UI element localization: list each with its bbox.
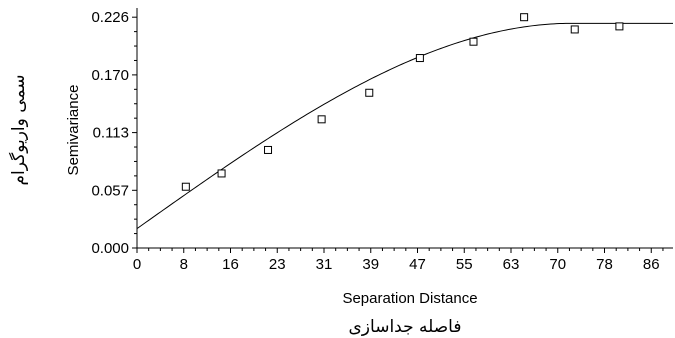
data-point	[217, 169, 226, 178]
x-tick-label: 86	[643, 256, 660, 273]
x-axis-title: Separation Distance	[342, 290, 477, 307]
x-tick-label: 78	[596, 256, 613, 273]
y-tick-label: 0.113	[93, 125, 129, 142]
data-point	[264, 145, 273, 154]
x-axis-title-fa: فاصله جداسازی	[349, 317, 462, 337]
y-tick-label: 0.000	[91, 240, 129, 257]
x-axis: 0 8 16 23 31 39 47 55 63 70 78 86	[133, 247, 673, 273]
data-point	[570, 25, 579, 34]
data-point	[181, 182, 190, 191]
y-axis: 0.000 0.057 0.113 0.170 0.226	[91, 8, 138, 257]
x-tick-label: 8	[180, 256, 188, 273]
data-point	[317, 115, 326, 124]
y-axis-title: Semivariance	[65, 85, 82, 176]
x-tick-label: 47	[409, 256, 426, 273]
y-axis-title-fa: سمی واریوگرام	[8, 74, 29, 185]
y-tick-label: 0.057	[91, 182, 129, 199]
y-tick-label: 0.226	[91, 9, 129, 26]
x-tick-label: 31	[316, 256, 333, 273]
data-point	[415, 54, 424, 63]
model-curve	[136, 22, 673, 230]
x-tick-label: 23	[269, 256, 286, 273]
x-tick-label: 39	[362, 256, 379, 273]
x-tick-label: 63	[503, 256, 520, 273]
x-tick-label: 70	[549, 256, 566, 273]
data-point	[365, 88, 374, 97]
data-point	[615, 22, 624, 31]
x-tick-label: 0	[133, 256, 141, 273]
data-point	[520, 13, 529, 22]
x-tick-label: 16	[222, 256, 239, 273]
y-tick-label: 0.170	[91, 67, 129, 84]
data-point	[469, 37, 478, 46]
x-tick-label: 55	[456, 256, 473, 273]
model-curve-group	[136, 22, 673, 230]
data-points	[181, 13, 624, 191]
